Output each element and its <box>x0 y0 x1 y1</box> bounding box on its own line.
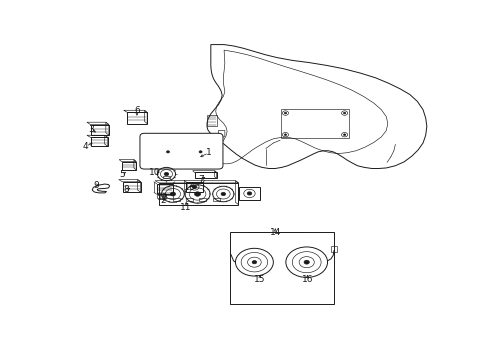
Bar <box>156 194 172 198</box>
Bar <box>186 182 203 192</box>
Text: 14: 14 <box>269 228 281 237</box>
Text: 2: 2 <box>160 196 165 205</box>
Bar <box>90 125 109 135</box>
Bar <box>173 198 180 201</box>
Bar <box>183 151 193 156</box>
Text: 13: 13 <box>183 183 195 192</box>
Circle shape <box>343 134 345 135</box>
Text: 1: 1 <box>205 148 211 157</box>
Circle shape <box>199 151 202 153</box>
Text: 16: 16 <box>301 275 313 284</box>
Bar <box>212 198 219 201</box>
Circle shape <box>170 192 175 196</box>
Bar <box>122 182 141 192</box>
Circle shape <box>304 260 309 264</box>
Circle shape <box>194 192 200 196</box>
Circle shape <box>247 192 251 195</box>
Text: 7: 7 <box>198 175 204 184</box>
Bar <box>90 138 107 146</box>
Circle shape <box>164 172 168 176</box>
Bar <box>186 198 193 201</box>
Text: 15: 15 <box>254 275 265 284</box>
Circle shape <box>284 112 286 114</box>
Bar <box>194 172 216 179</box>
Bar <box>330 246 336 252</box>
Bar <box>229 232 333 304</box>
Bar <box>127 112 147 123</box>
Bar <box>199 198 206 201</box>
Text: 11: 11 <box>180 203 192 212</box>
Bar <box>159 183 238 204</box>
Circle shape <box>192 185 196 188</box>
Circle shape <box>166 151 169 153</box>
Text: 8: 8 <box>123 185 129 194</box>
Text: 12: 12 <box>157 193 168 202</box>
Circle shape <box>284 134 286 135</box>
Bar <box>163 176 170 179</box>
Bar <box>239 187 260 200</box>
Text: 3: 3 <box>88 125 94 134</box>
Circle shape <box>221 192 225 195</box>
Text: 6: 6 <box>134 106 140 115</box>
Text: 10: 10 <box>149 168 161 177</box>
Bar <box>156 184 172 194</box>
Text: 4: 4 <box>83 142 88 151</box>
Bar <box>206 115 216 126</box>
Text: 9: 9 <box>93 181 99 190</box>
FancyBboxPatch shape <box>140 133 223 169</box>
Circle shape <box>252 261 256 264</box>
Bar <box>280 109 348 138</box>
Circle shape <box>343 112 345 114</box>
Bar <box>122 162 136 170</box>
Text: 5: 5 <box>120 170 125 179</box>
